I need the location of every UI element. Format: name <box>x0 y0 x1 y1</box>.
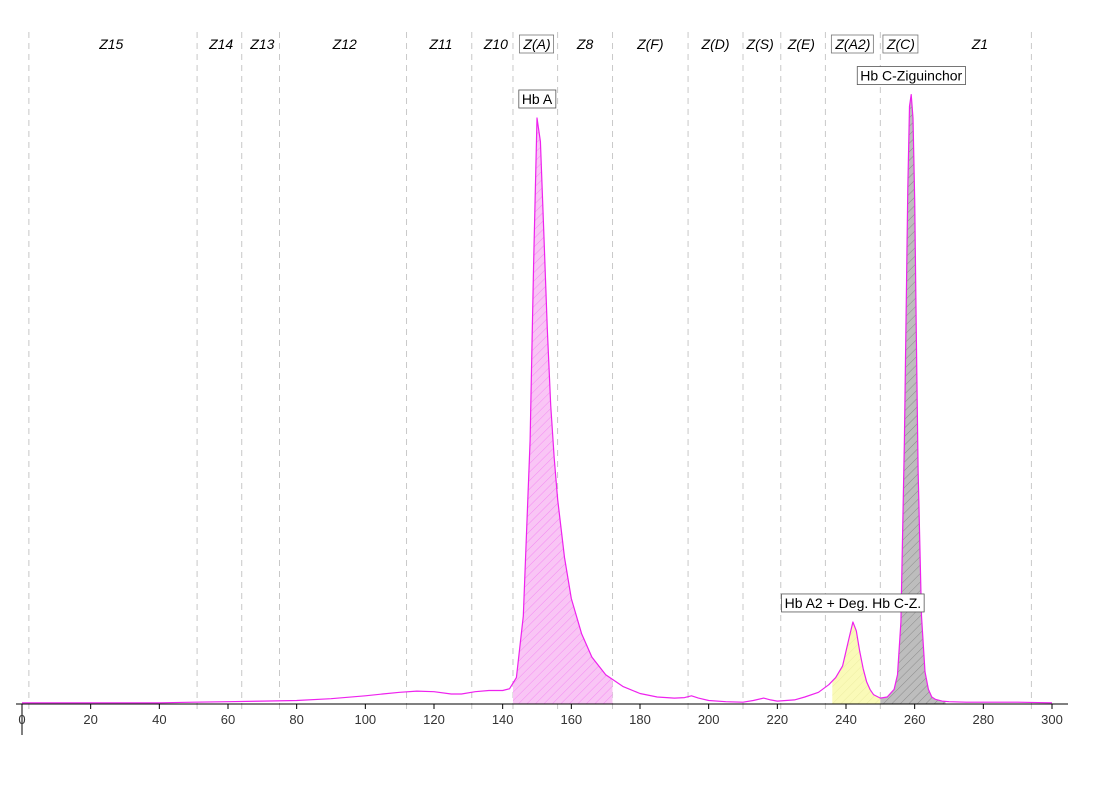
curve-layer <box>22 94 1053 704</box>
zone-label-box <box>830 34 874 54</box>
x-tick-label: 240 <box>835 712 857 727</box>
peak-label: Hb C-Ziguinchor <box>860 68 962 84</box>
x-tick-label: 180 <box>629 712 651 727</box>
x-tick-label: 300 <box>1041 712 1063 727</box>
x-tick-label: 80 <box>289 712 303 727</box>
zone-label: Z(E) <box>787 36 815 52</box>
x-tick-label: 200 <box>698 712 720 727</box>
x-tick-label: 160 <box>560 712 582 727</box>
zone-label: Z14 <box>208 36 233 52</box>
peak-label-box <box>856 66 966 85</box>
x-tick-label: 220 <box>766 712 788 727</box>
peak-areas <box>512 94 946 705</box>
zone-label: Z(D) <box>701 36 730 52</box>
zone-label: Z1 <box>971 36 988 52</box>
x-tick-label: 40 <box>152 712 166 727</box>
peak-label-box <box>781 593 925 613</box>
zone-label: Z10 <box>483 36 508 52</box>
x-axis: 0 20 40 60 80 100 120 140 160 180 200 220 240 260 280 3… <box>16 703 1068 735</box>
zone-label: Z(F) <box>636 36 663 52</box>
zone-label: Z12 <box>332 36 357 52</box>
zone-label: Z8 <box>576 36 594 52</box>
peak-area <box>512 118 613 704</box>
zone-label: Z(C) <box>886 36 915 52</box>
zone-label: Z(S) <box>746 36 774 52</box>
zone-label: Z13 <box>249 36 274 52</box>
peak-labels: Hb A Hb A2 + Deg. Hb C-Z. Hb C-Ziguinchor <box>518 66 966 613</box>
zone-label-box <box>882 34 919 54</box>
peak-area <box>832 622 881 704</box>
x-tick-label: 260 <box>904 712 926 727</box>
zone-label: Z(A2) <box>834 36 870 52</box>
peak-label: Hb A2 + Deg. Hb C-Z. <box>785 595 922 611</box>
zone-label: Z15 <box>98 36 123 52</box>
x-tick-label: 120 <box>423 712 445 727</box>
x-tick-label: 60 <box>221 712 235 727</box>
zone-labels: Z15 Z14 Z13 Z12 Z11 Z10 Z(A) Z8 Z(F) Z(D) Z(S) Z(E)… <box>98 34 988 54</box>
x-tick-label: 280 <box>972 712 994 727</box>
peak-label: Hb A <box>522 91 553 107</box>
zone-label-box <box>518 34 555 54</box>
peak-area <box>880 94 946 705</box>
zone-label: Z(A) <box>522 36 550 52</box>
x-tick-label: 100 <box>354 712 376 727</box>
x-tick-label: 140 <box>492 712 514 727</box>
zone-label: Z11 <box>428 36 452 52</box>
series-line <box>22 94 1053 704</box>
peak-label-box <box>518 89 557 109</box>
x-tick-label: 20 <box>83 712 97 727</box>
x-tick-label: 0 <box>18 712 25 727</box>
